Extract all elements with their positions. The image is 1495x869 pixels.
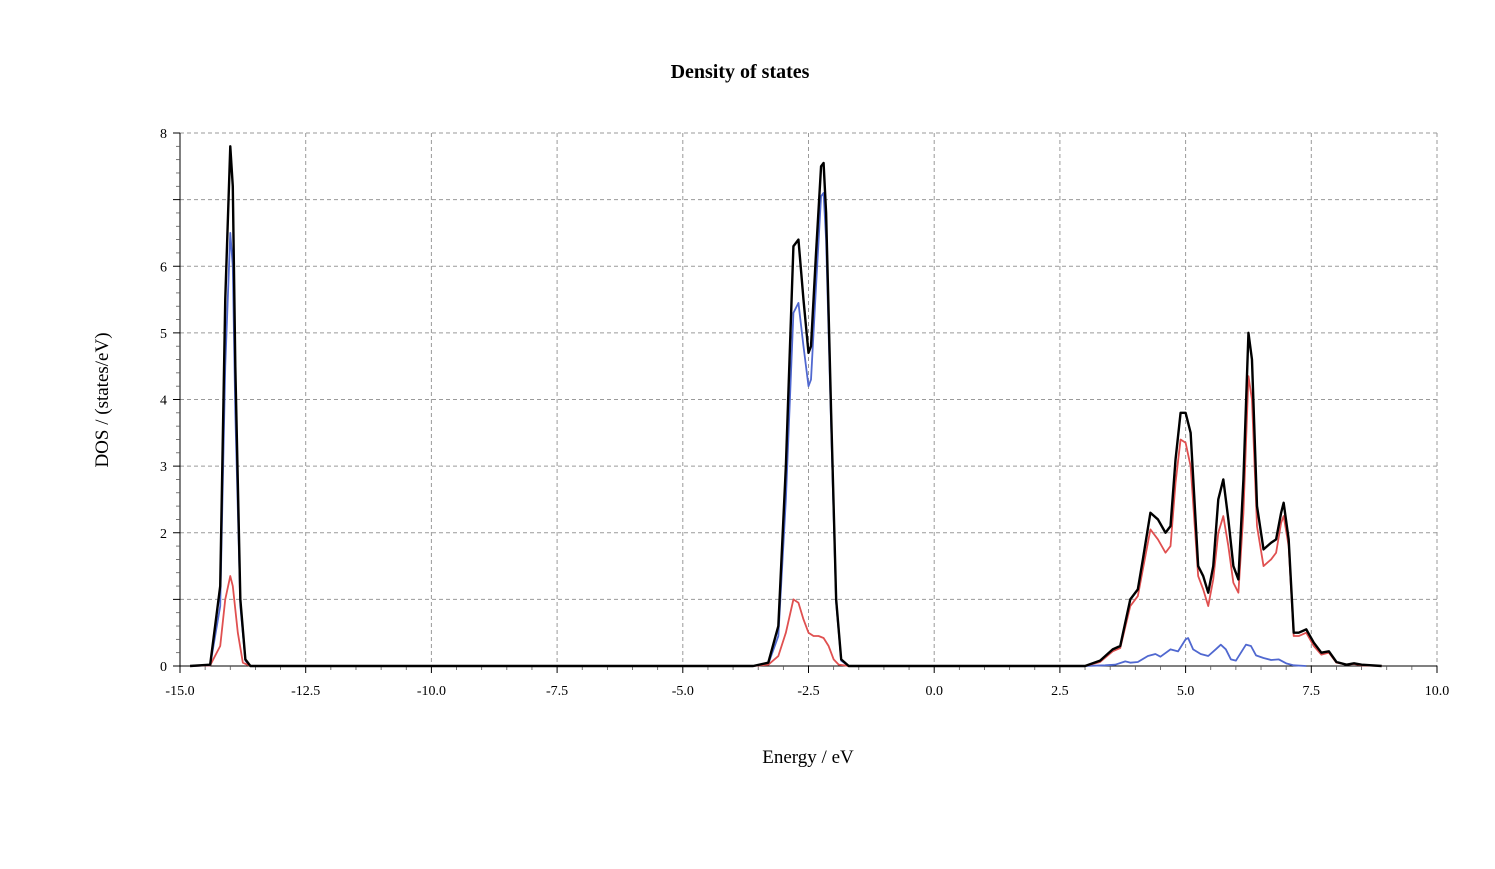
x-tick-label: -15.0: [165, 684, 194, 699]
x-axis-label: Energy / eV: [762, 747, 854, 768]
y-tick-label: 0: [160, 660, 167, 675]
x-tick-label: 0.0: [925, 684, 943, 699]
chart-title: Density of states: [671, 61, 810, 83]
total-dos-line: [189, 145, 1382, 668]
x-axis-ticks: -15.0 -12.5 -10.0 -7.5 -5.0 -2.5 0.0 2.5 5.0 7.5 1…: [165, 666, 1449, 699]
y-axis-label: DOS / (states/eV): [92, 332, 113, 467]
y-axis-ticks: 0 2 3 4 5 6 8: [160, 127, 180, 675]
y-tick-label: 3: [160, 460, 167, 475]
x-tick-label: -12.5: [291, 684, 320, 699]
x-tick-label: -10.0: [417, 684, 446, 699]
x-tick-label: 2.5: [1051, 684, 1069, 699]
x-tick-label: 7.5: [1303, 684, 1321, 699]
x-tick-label: -7.5: [546, 684, 568, 699]
y-tick-label: 5: [160, 327, 167, 342]
y-tick-label: 6: [160, 260, 167, 275]
x-tick-label: 10.0: [1425, 684, 1450, 699]
series-lines: [189, 145, 1382, 668]
x-tick-label: -5.0: [672, 684, 694, 699]
x-tick-label: -2.5: [797, 684, 819, 699]
y-tick-label: 2: [160, 527, 167, 542]
red-dos-line: [190, 375, 1382, 667]
y-tick-label: 4: [160, 394, 167, 409]
y-tick-label: 8: [160, 127, 167, 142]
x-tick-label: 5.0: [1177, 684, 1195, 699]
grid-lines: [179, 132, 1438, 666]
